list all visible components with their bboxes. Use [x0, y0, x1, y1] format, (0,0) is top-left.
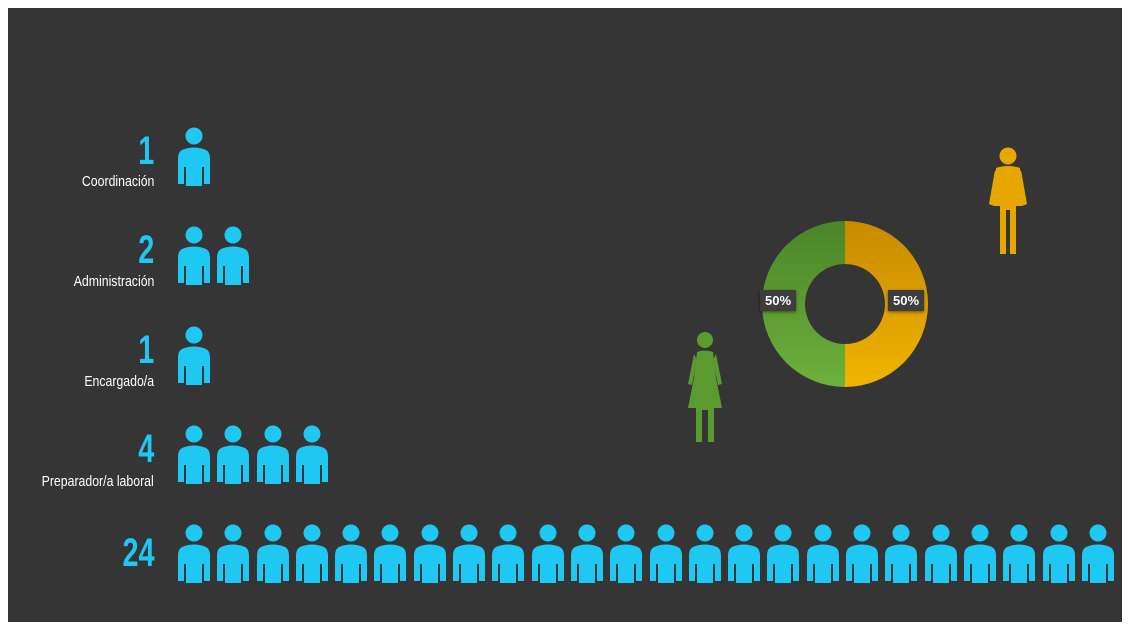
role-label: Encargado/a [84, 373, 154, 390]
person-icon [178, 127, 210, 186]
person-icon [335, 524, 368, 583]
person-icon [924, 524, 957, 583]
person-icon [374, 524, 407, 583]
count-label: 1 [137, 328, 154, 372]
person-icons-row [175, 225, 252, 285]
person-icon [688, 524, 721, 583]
person-icon [178, 524, 210, 583]
person-icons-row [175, 523, 1117, 583]
person-icon [256, 425, 289, 484]
donut-svg [762, 221, 928, 387]
data-label-women: 50% [760, 290, 797, 311]
woman-icon [684, 330, 726, 447]
person-icon [846, 524, 879, 583]
donut-slice-women [762, 221, 845, 387]
person-icon [767, 524, 800, 583]
count-label: 4 [137, 427, 154, 471]
person-icon [178, 326, 210, 385]
person-icon [217, 524, 250, 583]
person-icon [963, 524, 996, 583]
person-icon [492, 524, 525, 583]
role-label: Coordinación [81, 173, 154, 190]
infographic-panel: 1 Coordinación 2 Administración 1 Encarg… [8, 8, 1122, 622]
role-label: Preparador/a laboral [41, 473, 154, 490]
person-icon [531, 524, 564, 583]
person-icon [413, 524, 446, 583]
data-label-men: 50% [888, 290, 925, 311]
person-icon [256, 524, 289, 583]
count-label: 2 [137, 228, 154, 272]
person-icon [178, 226, 210, 285]
person-icon [1081, 524, 1114, 583]
person-icon [728, 524, 761, 583]
count-label: 1 [137, 129, 154, 173]
role-label: Administración [73, 273, 154, 290]
gender-donut-chart: 50% 50% [760, 189, 930, 419]
person-icon [295, 524, 328, 583]
person-icon [1042, 524, 1075, 583]
donut-slice-men [845, 221, 928, 387]
count-label: 24 [121, 531, 154, 575]
man-icon [986, 146, 1030, 259]
person-icon [649, 524, 682, 583]
person-icon [295, 425, 328, 484]
person-icons-row [175, 126, 213, 186]
person-icon [178, 425, 210, 484]
person-icons-row [175, 325, 213, 385]
person-icon [1003, 524, 1036, 583]
person-icon [217, 226, 250, 285]
person-icon [806, 524, 839, 583]
person-icon [885, 524, 918, 583]
person-icon [217, 425, 250, 484]
person-icons-row [175, 424, 331, 484]
person-icon [453, 524, 486, 583]
person-icon [610, 524, 643, 583]
person-icon [570, 524, 603, 583]
